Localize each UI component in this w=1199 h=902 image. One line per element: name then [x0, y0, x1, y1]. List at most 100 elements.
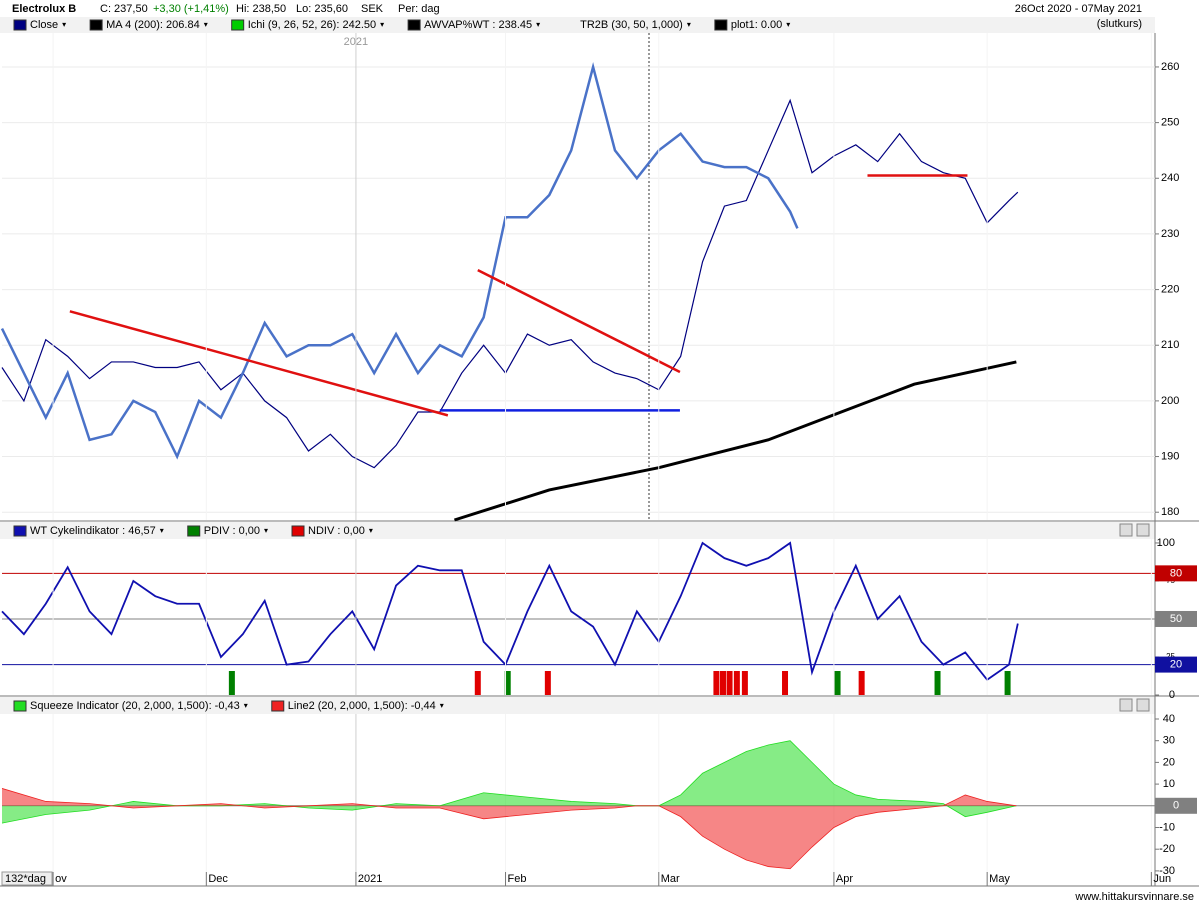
legend-label: Ichi (9, 26, 52, 26): 242.50: [248, 19, 376, 31]
legend-label: Squeeze Indicator (20, 2,000, 1,500): -0…: [30, 700, 240, 712]
high: Hi: 238,50: [236, 3, 286, 15]
signal-bar: [782, 671, 789, 695]
signal-bar: [726, 671, 733, 695]
x-tick-label: Mar: [661, 873, 680, 885]
close-icon[interactable]: [1136, 523, 1150, 537]
mode: (slutkurs): [1097, 18, 1142, 30]
legend-arrow: ▾: [536, 20, 540, 29]
x-tick-label: Jun: [1153, 873, 1171, 885]
level-label: 0: [1173, 800, 1179, 812]
change: +3,30 (+1,41%): [153, 3, 229, 15]
signal-bar: [719, 671, 726, 695]
series-line: [1, 788, 1017, 870]
legend-arrow: ▾: [244, 701, 248, 710]
legend-swatch: [89, 19, 103, 31]
legend-swatch: [13, 525, 27, 537]
y-tick-label: 250: [1161, 117, 1179, 129]
signal-bar: [504, 671, 511, 695]
level-box: [1155, 610, 1197, 627]
period-box: [1, 871, 53, 886]
series-line: [1, 98, 1019, 469]
legend-swatch: [13, 700, 27, 712]
legend-label: TR2B (30, 50, 1,000): [580, 19, 683, 31]
trendline: [477, 268, 681, 374]
tool-icon[interactable]: [1119, 698, 1133, 712]
y-tick-label: 0: [1169, 689, 1175, 701]
series-line: [0, 62, 799, 460]
legend-label: Close: [30, 19, 58, 31]
y-tick-label: -20: [1159, 843, 1175, 855]
legend-label: plot1: 0.00: [731, 19, 782, 31]
y-tick-label: 200: [1161, 395, 1179, 407]
period: Per: dag: [398, 3, 440, 15]
x-tick-label: May: [989, 873, 1010, 885]
legend-swatch: [13, 19, 27, 31]
x-tick-label: Apr: [836, 873, 853, 885]
trendline: [69, 310, 449, 417]
signal-bar: [858, 671, 865, 695]
panel: 0255075100805020WT Cykelindikator : 46,5…: [1, 525, 1197, 701]
legend-swatch: [714, 19, 728, 31]
x-tick-label: ov: [55, 873, 67, 885]
legend-swatch: [271, 700, 285, 712]
level-label: 80: [1170, 567, 1182, 579]
level-label: 50: [1170, 613, 1182, 625]
area-fill: [2, 740, 1017, 824]
legend-label: PDIV : 0,00: [204, 525, 260, 537]
level-box: [1155, 797, 1197, 814]
legend-arrow: ▾: [786, 20, 790, 29]
close-icon[interactable]: [1136, 698, 1150, 712]
legend-arrow: ▾: [204, 20, 208, 29]
y-tick-label: 260: [1161, 61, 1179, 73]
y-tick-label: -10: [1159, 821, 1175, 833]
legend-bar: [0, 17, 1155, 33]
signal-bar: [741, 671, 748, 695]
tool-icon[interactable]: [1119, 523, 1133, 537]
title: Electrolux B: [12, 3, 76, 15]
series-line: [453, 360, 1017, 522]
x-tick-label: Dec: [208, 873, 228, 885]
level-label: 20: [1170, 658, 1182, 670]
panel: -30 -20 -10 0 10 20 30 40 ov Dec 2021 Feb Mar Apr May J…: [1, 33, 1197, 886]
legend-arrow: ▾: [687, 20, 691, 29]
y-tick-label: 100: [1157, 537, 1175, 549]
y-tick-label: 240: [1161, 172, 1179, 184]
signal-bar: [733, 671, 740, 695]
currency: SEK: [361, 3, 384, 15]
footer: www.hittakursvinnare.se: [1074, 891, 1194, 902]
date-range: 26Oct 2020 - 07May 2021: [1015, 3, 1142, 15]
y-tick-label: 210: [1161, 339, 1179, 351]
legend-label: MA 4 (200): 206.84: [106, 19, 200, 31]
legend-swatch: [291, 525, 305, 537]
y-tick-label: 180: [1161, 506, 1179, 518]
period-label: 132*dag: [5, 873, 46, 885]
signal-bar: [1004, 671, 1011, 695]
signal-bar: [713, 671, 720, 695]
y-tick-label: -30: [1159, 865, 1175, 877]
legend-arrow: ▾: [160, 526, 164, 535]
y-tick-label: 40: [1163, 713, 1175, 725]
x-tick-label: 2021: [358, 873, 382, 885]
y-tick-label: 30: [1163, 735, 1175, 747]
level-box: [1155, 656, 1197, 673]
signal-bar: [934, 671, 941, 695]
y-tick-label: 190: [1161, 450, 1179, 462]
legend-swatch: [407, 19, 421, 31]
signal-bar: [544, 671, 551, 695]
close-value: C: 237,50: [100, 3, 148, 15]
signal-bar: [474, 671, 481, 695]
y-tick-label: 10: [1163, 778, 1175, 790]
legend-arrow: ▾: [380, 20, 384, 29]
signal-bar: [228, 671, 235, 695]
legend-label: NDIV : 0,00: [308, 525, 365, 537]
legend-arrow: ▾: [62, 20, 66, 29]
y-tick-label: 20: [1163, 756, 1175, 768]
legend-bar: [0, 697, 1155, 714]
area-fill: [2, 788, 1017, 869]
legend-label: AWVAP%WT : 238.45: [424, 19, 532, 31]
legend-label: Line2 (20, 2,000, 1,500): -0,44: [288, 700, 436, 712]
legend-swatch: [187, 525, 201, 537]
